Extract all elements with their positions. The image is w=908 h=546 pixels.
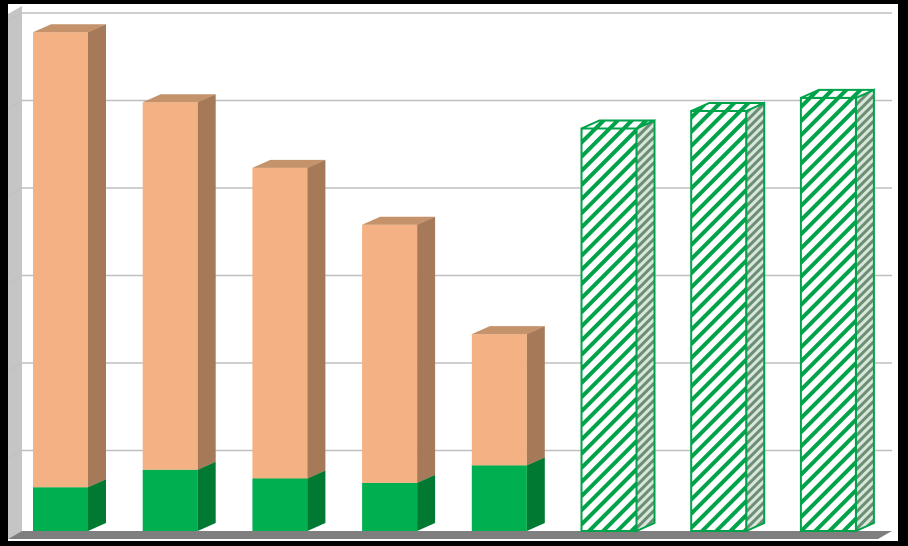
bar-7-series-2 <box>799 88 875 533</box>
bar-1-series-1-side <box>197 94 216 470</box>
bar-6-series-2 <box>690 101 766 533</box>
bar-3-series-1 <box>362 216 436 483</box>
bar-3-top <box>362 216 436 225</box>
bar-5-series-2-front <box>580 127 638 532</box>
bar-6-top <box>690 102 765 112</box>
bar-4-top <box>471 326 545 335</box>
bar-1-series-0 <box>142 461 216 531</box>
plot-floor <box>8 531 892 539</box>
bar-3-series-1-side <box>417 216 436 483</box>
bar-7-series-2-front <box>799 96 857 532</box>
bar-4-series-1-front <box>471 334 527 466</box>
bar-5-series-2-side <box>635 118 656 533</box>
bar-6-series-2-side <box>745 101 766 533</box>
bar-4-series-0 <box>471 457 545 531</box>
bar-2-series-1-front <box>252 167 308 479</box>
bar-1-series-1-front <box>142 102 198 470</box>
bar-4-series-1 <box>471 326 545 466</box>
bar-5-top <box>581 119 655 130</box>
bar-0-series-1-side <box>88 24 106 488</box>
gridline-depth-5 <box>7 100 23 109</box>
bar-1-series-0-side <box>197 461 216 531</box>
bar-0-top <box>33 24 106 33</box>
bar-7-top <box>800 88 875 99</box>
bar-2-series-0-front <box>252 478 308 531</box>
bar-4-series-0-side <box>526 457 545 531</box>
bar-3-series-0-side <box>417 474 436 531</box>
bar-2-series-1-side <box>307 159 326 479</box>
bar-0-series-0-front <box>33 487 88 531</box>
bar-0-series-0-side <box>88 479 106 531</box>
bar-3-series-0-front <box>362 482 418 531</box>
bar-1-top <box>142 94 216 103</box>
plot-wall <box>8 6 22 539</box>
bar-0-series-1-front <box>33 32 88 488</box>
gridline-depth-2 <box>7 362 23 372</box>
bar-2-series-1 <box>252 159 326 479</box>
bar-1-series-1 <box>142 94 216 470</box>
bar-2-top <box>252 159 326 168</box>
bar-0-series-0 <box>33 479 106 531</box>
bar-4-series-0-front <box>471 465 527 531</box>
gridline-depth-3 <box>7 275 23 284</box>
bar-0-series-1 <box>33 24 106 488</box>
bar-7-series-2-side <box>854 88 875 533</box>
bar-3-series-0 <box>362 474 436 531</box>
bar-4-series-1-side <box>526 326 545 466</box>
gridline-depth-1 <box>7 450 23 459</box>
bar-3-series-1-front <box>362 224 418 483</box>
bar-2-series-0-side <box>307 470 326 531</box>
bar-5-series-2 <box>580 118 656 533</box>
gridline-depth-4 <box>7 187 23 197</box>
bar-1-series-0-front <box>142 469 198 531</box>
bar-2-series-0 <box>252 470 326 531</box>
gridline-depth-6 <box>7 12 23 22</box>
bar-6-series-2-front <box>690 110 748 532</box>
